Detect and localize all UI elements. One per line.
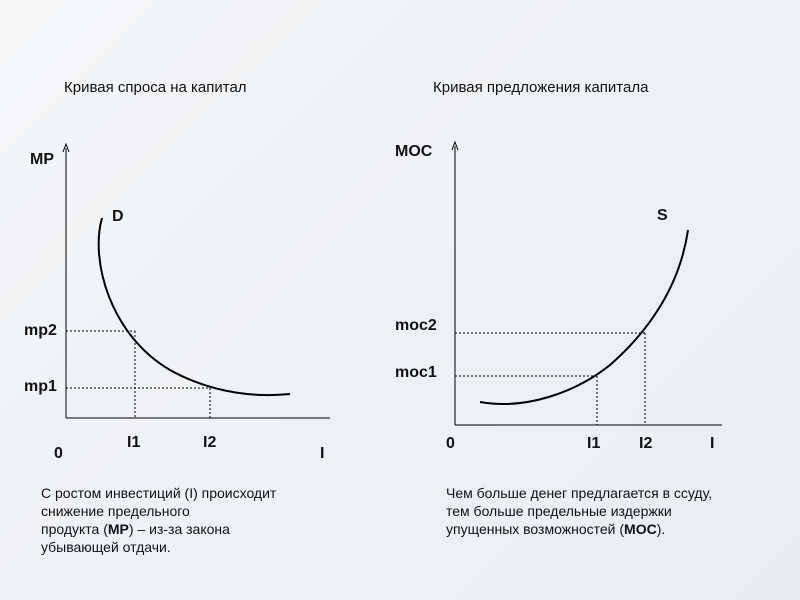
- supply-caption-line-3: упущенных возможностей (MOC).: [446, 520, 786, 538]
- demand-caption-line-4: убывающей отдачи.: [41, 539, 171, 555]
- demand-y-axis-arrow: [62, 142, 70, 153]
- supply-x-axis-label: I: [710, 435, 714, 452]
- demand-caption: С ростом инвестиций (I) происходит сниже…: [41, 484, 361, 556]
- demand-caption-line-3: продукта (MP) – из-за закона: [41, 520, 361, 538]
- supply-y-axis-arrow: [451, 140, 459, 151]
- moc2-tick-label: moc2: [395, 317, 437, 334]
- demand-caption-mp-term: MP: [107, 521, 129, 537]
- supply-caption: Чем больше денег предлагается в ссуду, т…: [446, 484, 786, 538]
- demand-y-axis-label: MP: [30, 151, 54, 168]
- demand-x-axis-label: I: [320, 445, 324, 462]
- mp1-tick-label: mp1: [24, 378, 57, 395]
- demand-curve-label: D: [112, 208, 124, 225]
- demand-curve: [97, 217, 291, 397]
- supply-y-axis-label: MOC: [395, 143, 433, 160]
- supply-caption-line-3-pre: упущенных возможностей (: [446, 521, 625, 537]
- supply-curve-title: Кривая предложения капитала: [433, 79, 649, 96]
- moc1-tick-label: moc1: [395, 364, 437, 381]
- demand-origin-label: 0: [54, 445, 63, 462]
- supply-i1-tick-label: I1: [587, 435, 600, 452]
- supply-caption-line-1: Чем больше денег предлагается в ссуду,: [446, 485, 713, 501]
- demand-panel: MP D mp2 mp1 0 I1 I2 I: [24, 142, 330, 462]
- mp2-tick-label: mp2: [24, 322, 57, 339]
- supply-curve: [479, 229, 689, 405]
- supply-caption-moc-term: MOC: [624, 521, 657, 537]
- supply-panel: MOC S moc2 moc1 0 I1 I2 I: [395, 140, 722, 452]
- demand-caption-line-3-pre: продукта (: [41, 521, 108, 537]
- supply-caption-line-2: тем больше предельные издержки: [446, 503, 672, 519]
- supply-curve-label: S: [657, 207, 668, 224]
- supply-i2-tick-label: I2: [639, 435, 652, 452]
- demand-caption-line-2: снижение предельного: [41, 503, 190, 519]
- demand-i2-tick-label: I2: [203, 434, 216, 451]
- demand-caption-line-1: С ростом инвестиций (I) происходит: [41, 485, 277, 501]
- demand-curve-title: Кривая спроса на капитал: [64, 79, 247, 96]
- supply-origin-label: 0: [446, 435, 455, 452]
- demand-i1-tick-label: I1: [127, 434, 140, 451]
- supply-caption-line-3-post: ).: [656, 521, 666, 537]
- demand-caption-line-3-post: ) – из-за закона: [128, 521, 230, 537]
